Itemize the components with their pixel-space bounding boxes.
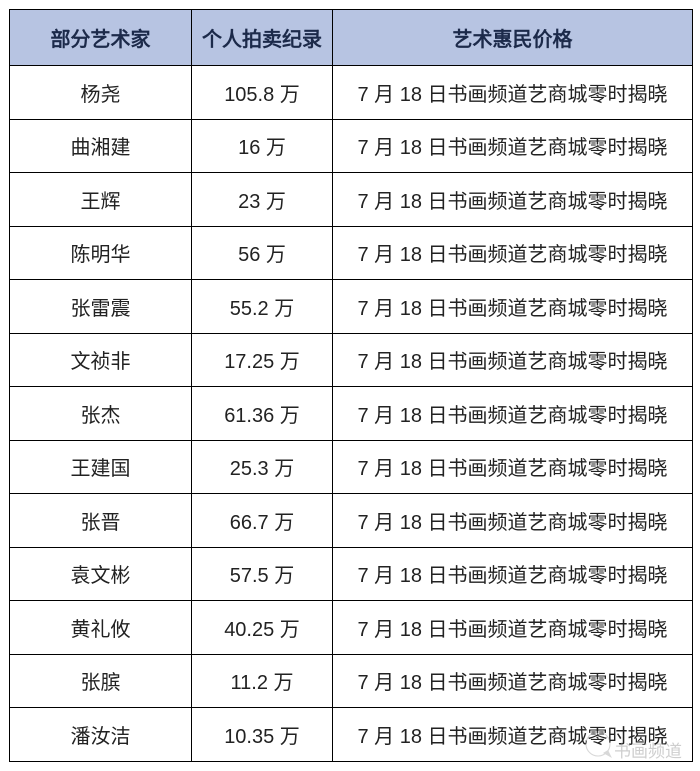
svg-text:书画频道: 书画频道	[614, 742, 682, 761]
